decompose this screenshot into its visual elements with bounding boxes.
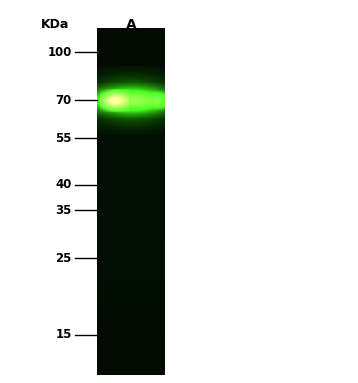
Text: 25: 25 (55, 252, 72, 265)
Text: 35: 35 (55, 203, 72, 216)
Text: A: A (126, 18, 136, 32)
Text: KDa: KDa (41, 18, 69, 31)
Text: 55: 55 (55, 131, 72, 144)
Text: 15: 15 (55, 329, 72, 342)
Text: 100: 100 (48, 46, 72, 59)
Text: 70: 70 (56, 93, 72, 106)
Text: 40: 40 (55, 178, 72, 192)
